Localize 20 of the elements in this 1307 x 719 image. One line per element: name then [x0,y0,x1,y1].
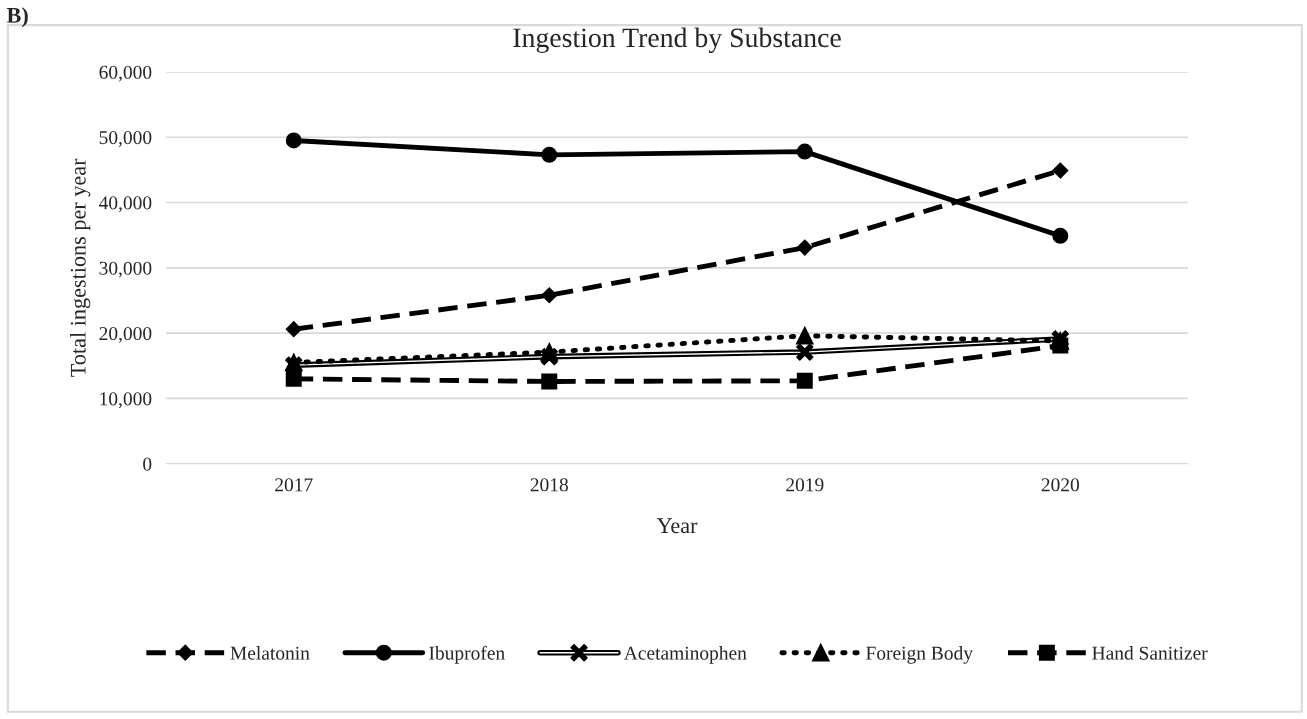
chart-title: Ingestion Trend by Substance [513,27,841,53]
y-tick-label: 0 [143,457,152,471]
y-tick-label: 10,000 [100,392,152,409]
legend-label: Ibuprofen [429,645,505,664]
legend-label: Melatonin [230,646,310,660]
x-tick-label: 2020 [1041,478,1080,492]
x-tick-label: 2017 [275,478,313,492]
y-tick-label: 20,000 [99,326,152,343]
x-axis-title: Year [656,518,698,534]
y-axis-title: Total ingestions per year [70,158,91,377]
x-tick-label: 2019 [786,478,824,492]
x-tick-label: 2018 [530,478,568,492]
legend-label: Acetaminophen [623,646,747,664]
y-tick-label: 40,000 [99,196,152,213]
text: B) [6,7,28,28]
y-tick-label: 50,000 [99,131,152,147]
legend-label: Foreign Body [866,646,973,664]
y-tick-label: 60,000 [99,65,152,82]
y-tick-label: 30,000 [99,261,152,278]
legend-label: Hand Sanitizer [1092,646,1208,660]
